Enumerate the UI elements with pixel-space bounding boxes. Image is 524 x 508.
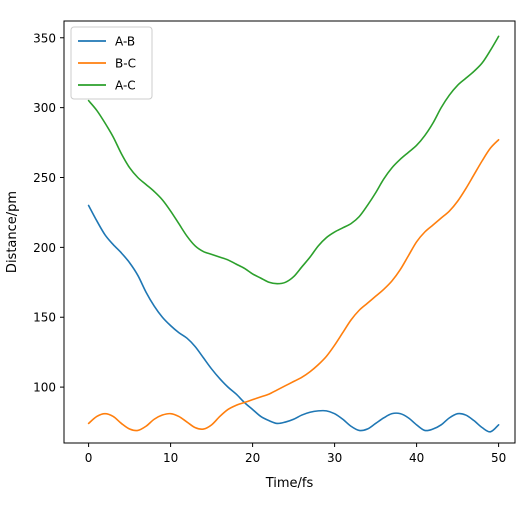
series-layer <box>87 35 500 433</box>
x-tick-label: 50 <box>491 451 506 465</box>
y-axis-label: Distance/pm <box>5 191 20 273</box>
y-tick-label: 250 <box>33 171 56 185</box>
series-line-b-c <box>87 138 500 432</box>
x-tick-label: 30 <box>327 451 342 465</box>
y-tick-label: 200 <box>33 241 56 255</box>
y-tick-label: 100 <box>33 381 56 395</box>
legend-box <box>70 26 153 100</box>
axis-ticks: 0 10 20 30 40 50 100 150 200 250 300 350 <box>33 31 506 465</box>
x-tick-label: 0 <box>85 451 93 465</box>
series-line-a-c <box>87 35 500 285</box>
legend: A-B B-C A-C <box>70 26 153 100</box>
legend-label-a-c: A-C <box>115 79 136 93</box>
series-line-a-b <box>87 204 500 433</box>
x-tick-label: 20 <box>245 451 260 465</box>
y-tick-label: 150 <box>33 311 56 325</box>
x-tick-label: 40 <box>409 451 424 465</box>
legend-label-b-c: B-C <box>115 57 136 71</box>
x-axis-label: Time/fs <box>265 476 314 491</box>
plot-frame <box>63 20 516 444</box>
y-tick-label: 300 <box>33 101 56 115</box>
y-tick-label: 350 <box>33 31 56 45</box>
x-tick-label: 10 <box>163 451 178 465</box>
legend-label-a-b: A-B <box>115 35 135 49</box>
